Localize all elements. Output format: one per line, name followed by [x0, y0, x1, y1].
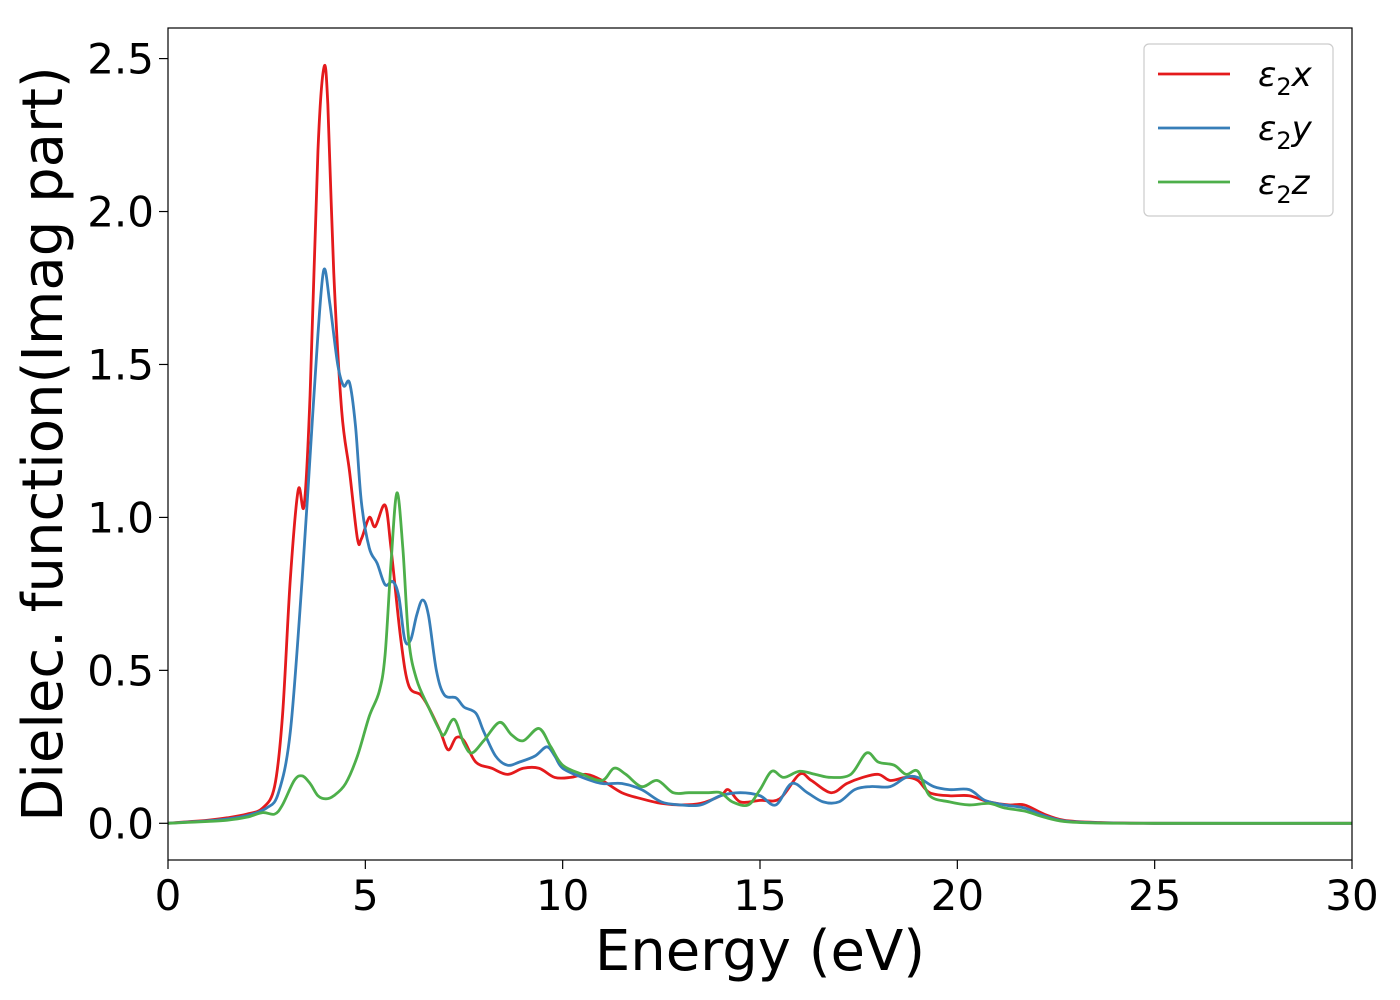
legend-box: [1143, 43, 1334, 217]
x-tick-label: 20: [931, 871, 984, 920]
x-tick-label: 30: [1325, 871, 1378, 920]
x-axis: 0 5 10 15 20 25 30: [155, 860, 1379, 920]
y-tick-label: 0.0: [87, 799, 154, 848]
legend-symbol: ε: [1258, 55, 1276, 95]
x-tick-label: 15: [733, 871, 786, 920]
series-line-z: [167, 491, 1353, 825]
legend-symbol: ε: [1258, 109, 1276, 149]
y-tick-label: 2.5: [87, 35, 154, 84]
x-tick-label: 5: [352, 871, 379, 920]
legend-component: y: [1291, 109, 1313, 149]
legend-subscript: 2: [1276, 127, 1291, 155]
x-tick-label: 0: [155, 871, 182, 920]
y-tick-label: 1.0: [87, 493, 154, 542]
legend-component: z: [1291, 163, 1311, 203]
y-tick-label: 0.5: [87, 646, 154, 695]
x-axis-label: Energy (eV): [595, 919, 925, 984]
series-layer: [167, 64, 1353, 825]
legend-entry-x: ε2x: [1258, 55, 1313, 101]
legend-entry-y: ε2y: [1258, 109, 1313, 155]
legend-component: x: [1291, 55, 1313, 95]
legend-symbol: ε: [1258, 163, 1276, 203]
legend-subscript: 2: [1276, 181, 1291, 209]
legend-subscript: 2: [1276, 73, 1291, 101]
x-tick-label: 10: [536, 871, 589, 920]
y-tick-label: 1.5: [87, 340, 154, 389]
y-axis: 0.0 0.5 1.0 1.5 2.0 2.5: [87, 35, 168, 848]
legend-entry-z: ε2z: [1258, 163, 1311, 209]
y-tick-label: 2.0: [87, 188, 154, 237]
series-line-y: [167, 267, 1353, 825]
y-axis-label: Dielec. function(Imag part): [11, 66, 76, 822]
x-tick-label: 25: [1128, 871, 1181, 920]
